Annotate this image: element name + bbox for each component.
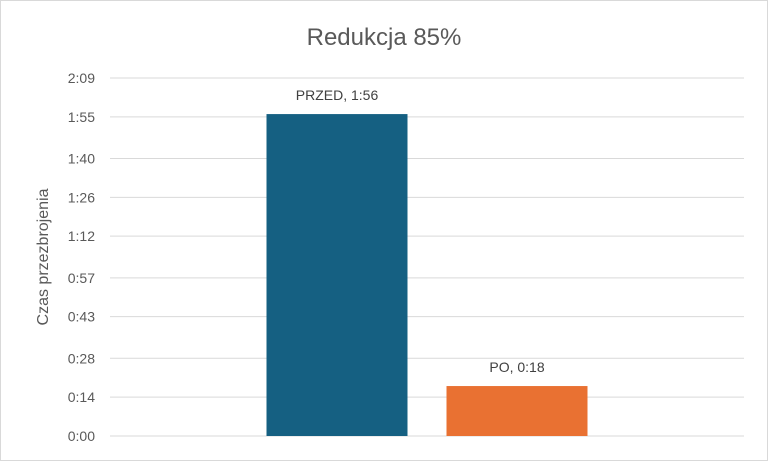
y-tick-label: 1:12 — [68, 228, 95, 244]
data-labels: PRZED, 1:56 PO, 0:18 — [296, 87, 545, 375]
y-axis-ticks: 0:00 0:14 0:28 0:43 0:57 1:12 1:26 1:40 1:55 2:09 — [68, 70, 95, 444]
data-label-przed: PRZED, 1:56 — [296, 87, 379, 103]
y-tick-label: 0:00 — [68, 428, 95, 444]
y-tick-label: 0:57 — [68, 270, 95, 286]
y-tick-label: 0:43 — [68, 309, 95, 325]
y-axis-label: Czas przezbrojenia — [35, 188, 52, 325]
bar-przed — [266, 114, 408, 437]
y-tick-label: 0:14 — [68, 389, 95, 405]
y-tick-label: 1:40 — [68, 150, 95, 166]
data-label-po: PO, 0:18 — [489, 359, 544, 375]
y-tick-label: 1:26 — [68, 189, 95, 205]
y-tick-label: 0:28 — [68, 350, 95, 366]
chart-title: Redukcja 85% — [307, 24, 462, 51]
bar-po — [446, 386, 588, 436]
gridlines — [110, 77, 744, 437]
y-tick-label: 1:55 — [68, 109, 95, 125]
bars — [266, 114, 588, 437]
y-tick-label: 2:09 — [68, 70, 95, 86]
